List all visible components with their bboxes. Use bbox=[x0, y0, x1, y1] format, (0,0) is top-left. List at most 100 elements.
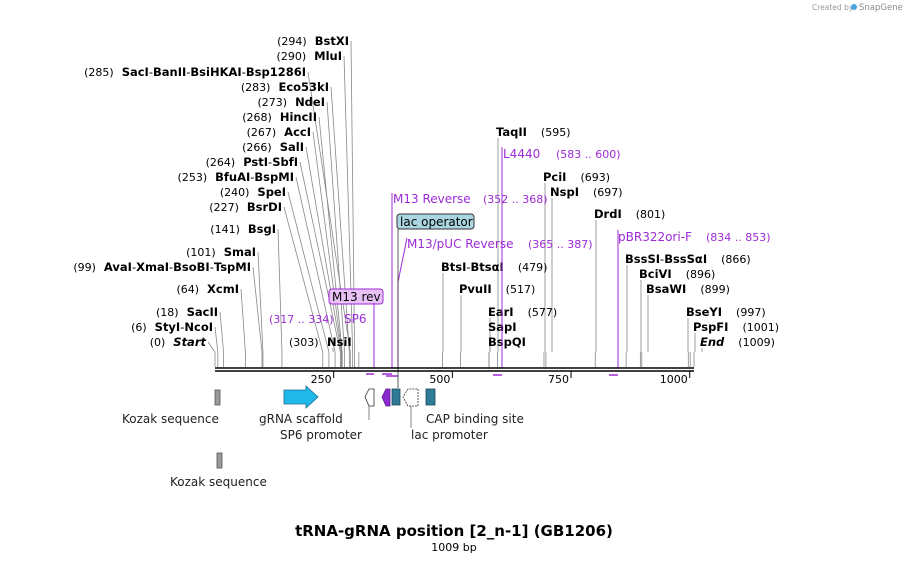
site-position: (517) bbox=[506, 283, 536, 296]
enzyme-name[interactable]: AvaI bbox=[104, 260, 132, 274]
site-position: (294) bbox=[277, 35, 307, 48]
enzyme-name[interactable]: SacI bbox=[122, 65, 149, 79]
enzyme-name[interactable]: Start bbox=[173, 335, 206, 349]
enzyme-name[interactable]: TspMI bbox=[214, 260, 251, 274]
enzyme-name[interactable]: BspMI bbox=[254, 170, 294, 184]
enzyme-name[interactable]: XmaI bbox=[136, 260, 169, 274]
enzyme-name[interactable]: Eco53kI bbox=[278, 80, 329, 94]
site-position: (866) bbox=[721, 253, 751, 266]
cut-site-leader bbox=[318, 116, 343, 353]
cut-site-leader bbox=[283, 206, 324, 353]
lac-operator-feature[interactable] bbox=[391, 388, 401, 406]
enzyme-name[interactable]: DrdI bbox=[594, 207, 622, 221]
site-position: (273) bbox=[257, 96, 287, 109]
enzyme-name[interactable]: MluI bbox=[314, 49, 342, 63]
grna-scaffold-arrow[interactable] bbox=[283, 385, 319, 409]
enzyme-name[interactable]: XcmI bbox=[207, 282, 239, 296]
enzyme-name[interactable]: SalI bbox=[280, 140, 304, 154]
enzyme-name[interactable]: BtsαI bbox=[471, 260, 504, 274]
enzyme-name[interactable]: BsrDI bbox=[247, 200, 282, 214]
enzyme-name[interactable]: NdeI bbox=[295, 95, 325, 109]
map-length: 1009 bp bbox=[431, 541, 476, 554]
lac-promoter-arrow[interactable] bbox=[402, 388, 419, 407]
enzyme-name[interactable]: Bsp1286I bbox=[246, 65, 306, 79]
cut-site-leader bbox=[312, 131, 343, 353]
map-title: tRNA-gRNA position [2_n-1] (GB1206) bbox=[295, 522, 613, 540]
lac-operator-box[interactable] bbox=[396, 213, 475, 230]
enzyme-name[interactable]: BsgI bbox=[248, 222, 276, 236]
pbr322ori-f-primer-label[interactable]: pBR322ori-F bbox=[618, 230, 692, 244]
enzyme-name[interactable]: BseYI bbox=[686, 305, 722, 319]
site-position: (266) bbox=[242, 141, 272, 154]
cut-site-leader bbox=[307, 71, 351, 353]
ruler-tick-label: 1000 bbox=[660, 373, 688, 386]
m13-puc-reverse-primer-label[interactable]: M13/pUC Reverse bbox=[407, 237, 514, 251]
ruler-tick-label: 750 bbox=[548, 373, 569, 386]
enzyme-name[interactable]: AccI bbox=[284, 125, 311, 139]
sp6-primer-label[interactable]: SP6 bbox=[344, 312, 367, 326]
site-position: (267) bbox=[247, 126, 277, 139]
site-position: (697) bbox=[593, 186, 623, 199]
enzyme-name[interactable]: SmaI bbox=[224, 245, 256, 259]
site-position: (595) bbox=[541, 126, 571, 139]
enzyme-name[interactable]: StyI bbox=[155, 320, 181, 334]
dna-backbone bbox=[215, 367, 694, 372]
enzyme-separator: - bbox=[186, 65, 190, 79]
sp6-promoter-arrow[interactable] bbox=[364, 388, 375, 407]
enzyme-name[interactable]: PciI bbox=[543, 170, 566, 184]
m13-rev-primer-box[interactable] bbox=[328, 288, 384, 305]
enzyme-name[interactable]: BtsI bbox=[441, 260, 466, 274]
snapgene-credit: Created by SnapGene bbox=[812, 3, 903, 13]
site-position: (577) bbox=[528, 306, 558, 319]
enzyme-name[interactable]: BsoBI bbox=[173, 260, 210, 274]
lac-operator-label[interactable]: lac operator bbox=[400, 215, 473, 229]
enzyme-name[interactable]: NsiI bbox=[327, 335, 352, 349]
site-position: (99) bbox=[73, 261, 96, 274]
enzyme-name[interactable]: BsiHKAI bbox=[190, 65, 241, 79]
site-position: (141) bbox=[210, 223, 240, 236]
enzyme-name[interactable]: BspQI bbox=[488, 335, 526, 349]
enzyme-name[interactable]: PvuII bbox=[459, 282, 492, 296]
enzyme-separator: - bbox=[242, 65, 246, 79]
enzyme-name[interactable]: SpeI bbox=[257, 185, 286, 199]
enzyme-name[interactable]: PstI bbox=[243, 155, 268, 169]
enzyme-name[interactable]: BciVI bbox=[639, 267, 672, 281]
m13-reverse-primer-label[interactable]: M13 Reverse bbox=[393, 192, 471, 206]
site-position: (283) bbox=[241, 81, 271, 94]
enzyme-name[interactable]: BanII bbox=[153, 65, 186, 79]
enzyme-name[interactable]: SbfI bbox=[272, 155, 298, 169]
kozak-sequence-feature[interactable] bbox=[214, 389, 221, 406]
m13-rev-feature[interactable] bbox=[381, 388, 391, 407]
enzyme-name[interactable]: NcoI bbox=[184, 320, 213, 334]
cap-binding-site-feature[interactable] bbox=[425, 388, 436, 406]
cut-site-leader bbox=[219, 311, 224, 353]
enzyme-name[interactable]: End bbox=[700, 335, 725, 349]
enzyme-name[interactable]: PspFI bbox=[693, 320, 728, 334]
cap-binding-site-label: CAP binding site bbox=[426, 412, 524, 426]
enzyme-name[interactable]: BssSαI bbox=[664, 252, 707, 266]
cut-site-leader bbox=[252, 266, 263, 353]
enzyme-name[interactable]: TaqII bbox=[496, 125, 527, 139]
m13-rev-primer-label[interactable]: M13 rev bbox=[332, 290, 381, 304]
primer-annotations: M13 rev (317 .. 334) SP6 M13 Reverse (35… bbox=[269, 147, 771, 377]
enzyme-name[interactable]: BsaWI bbox=[646, 282, 686, 296]
cut-site-leader bbox=[295, 176, 336, 353]
site-position: (1001) bbox=[742, 321, 779, 334]
enzyme-name[interactable]: BssSI bbox=[625, 252, 660, 266]
enzyme-name[interactable]: BfuAI bbox=[215, 170, 250, 184]
l4440-primer-label[interactable]: L4440 bbox=[503, 147, 540, 161]
enzyme-name[interactable]: HincII bbox=[280, 110, 317, 124]
site-position: (268) bbox=[242, 111, 272, 124]
kozak-sequence-feature-2[interactable] bbox=[216, 452, 223, 469]
site-position: (801) bbox=[636, 208, 666, 221]
enzyme-name[interactable]: EarI bbox=[488, 305, 514, 319]
cut-site-leader bbox=[287, 191, 330, 353]
enzyme-name[interactable]: SacII bbox=[187, 305, 218, 319]
pbr322ori-f-primer-range: (834 .. 853) bbox=[706, 231, 771, 244]
enzyme-separator: - bbox=[149, 65, 153, 79]
enzyme-name[interactable]: NspI bbox=[550, 185, 579, 199]
site-position: (1009) bbox=[738, 336, 775, 349]
enzyme-separator: - bbox=[466, 260, 470, 274]
enzyme-name[interactable]: BstXI bbox=[315, 34, 349, 48]
